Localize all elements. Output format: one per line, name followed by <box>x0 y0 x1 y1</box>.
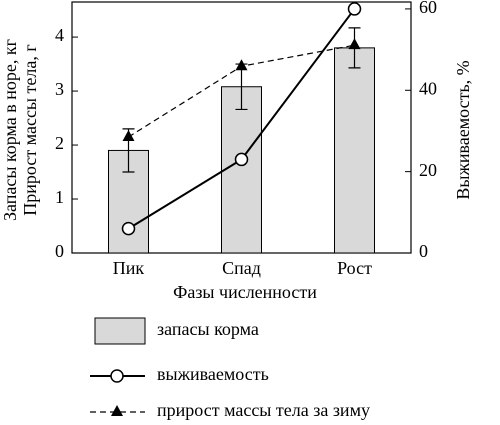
y-tick-label: 1 <box>55 187 64 207</box>
bar <box>221 86 262 254</box>
legend-marker <box>111 405 123 416</box>
point <box>122 129 135 141</box>
y-axis-label: Запасы корма в норе, кг <box>0 39 20 221</box>
y2-tick-label: 60 <box>419 0 437 17</box>
legend-label: выживаемость <box>157 364 269 384</box>
point <box>121 221 136 236</box>
x-axis-label: Фазы численности <box>173 282 317 302</box>
legend-label: запасы корма <box>157 319 259 339</box>
y-tick-label: 2 <box>55 133 64 153</box>
point <box>347 2 362 16</box>
point <box>348 38 361 50</box>
y2-axis-label: Выживаемость, % <box>453 60 473 199</box>
x-tick-label: Пик <box>113 258 145 278</box>
y-tick-label: 4 <box>55 25 64 45</box>
y2-tick-label: 20 <box>419 160 437 180</box>
legend-marker <box>110 369 124 383</box>
point <box>234 152 249 167</box>
y2-tick-label: 0 <box>419 241 428 261</box>
y-axis-label: Прирост массы тела, г <box>20 44 40 215</box>
legend-label: прирост массы тела за зиму <box>157 400 370 420</box>
y2-tick-label: 40 <box>419 78 437 98</box>
x-tick-label: Спад <box>222 258 261 278</box>
x-tick-label: Рост <box>337 258 372 278</box>
y-tick-label: 0 <box>55 241 64 261</box>
bar <box>334 47 375 254</box>
legend-swatch <box>94 317 146 345</box>
point <box>235 59 248 71</box>
y-tick-label: 3 <box>55 79 64 99</box>
